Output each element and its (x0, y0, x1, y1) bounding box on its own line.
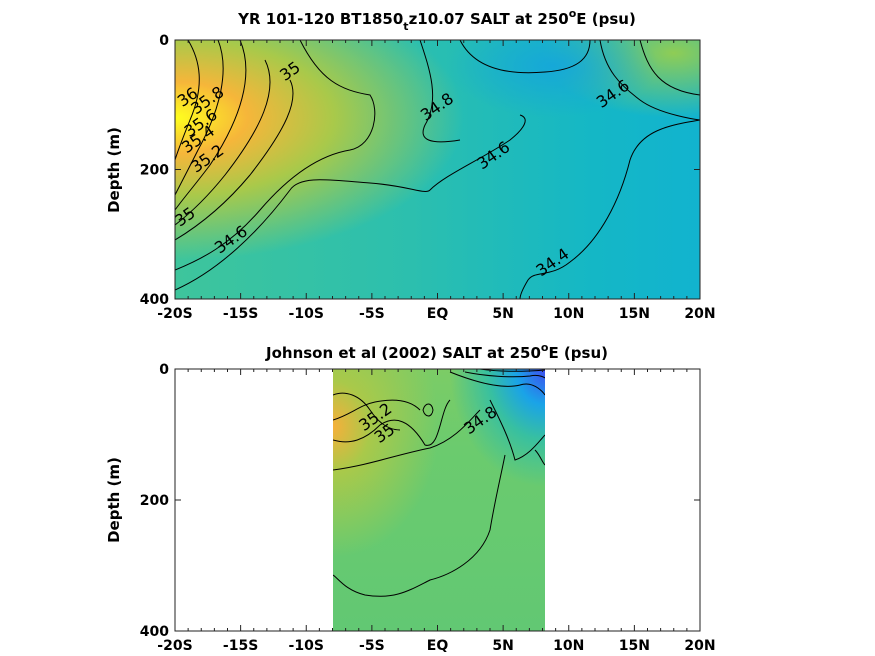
top-panel: YR 101-120 BT1850tz10.07 SALT at 250oE (… (105, 7, 716, 322)
x-tick-label: EQ (427, 638, 449, 654)
bottom-contour-line (479, 369, 545, 372)
top-contour-line (175, 40, 247, 211)
x-tick-label: 10N (553, 638, 584, 654)
x-tick-label: -20S (157, 638, 192, 654)
top-y-axis-label: Depth (m) (105, 127, 123, 213)
x-tick-label: 15N (619, 306, 650, 322)
y-tick-label: 200 (140, 163, 169, 179)
top-contour-line (599, 40, 700, 121)
bottom-contour-line (333, 409, 481, 471)
y-tick-label: 400 (140, 624, 169, 640)
top-contour-line (459, 40, 591, 74)
x-tick-label: 15N (619, 638, 650, 654)
top-contour-line (519, 119, 700, 299)
bottom-contour-line (534, 449, 545, 466)
x-tick-label: 20N (684, 638, 715, 654)
x-tick-label: 10N (553, 306, 584, 322)
top-contour-line (175, 114, 526, 291)
top-x-ticks: -20S -15S -10S -5S EQ 5N 10N 15N 20N (157, 40, 716, 322)
bottom-contour-line (333, 399, 421, 421)
bottom-contour-line (333, 454, 506, 597)
bottom-panel: Johnson et al (2002) SALT at 250oE (psu)… (105, 341, 716, 654)
top-contour-line (175, 79, 294, 241)
bottom-contour-line (449, 371, 545, 396)
y-tick-label: 200 (140, 493, 169, 509)
x-tick-label: -20S (157, 306, 192, 322)
x-tick-label: -10S (289, 306, 324, 322)
bottom-y-axis-label: Depth (m) (105, 457, 123, 543)
bottom-y-ticks: 0 200 400 (140, 362, 700, 640)
bottom-contour-lines (333, 369, 545, 597)
x-tick-label: 20N (684, 306, 715, 322)
y-tick-label: 0 (159, 362, 169, 378)
x-tick-label: EQ (427, 306, 449, 322)
x-tick-label: 5N (492, 638, 513, 654)
top-contour-line (175, 40, 200, 161)
top-contour-line (175, 40, 376, 271)
x-tick-label: -5S (359, 638, 385, 654)
y-tick-label: 0 (159, 33, 169, 49)
bottom-contour-line (333, 392, 401, 431)
bottom-contour-line (422, 403, 434, 417)
x-tick-label: -5S (359, 306, 385, 322)
bottom-x-ticks: -20S -15S -10S -5S EQ 5N 10N 15N 20N (157, 369, 716, 654)
bottom-contour-line (464, 371, 545, 379)
top-contour-lines (175, 40, 700, 299)
top-heatmap: 3635.835.635.435.2353534.834.634.634.634… (175, 40, 700, 299)
x-tick-label: -15S (223, 306, 258, 322)
x-tick-label: -15S (223, 638, 258, 654)
y-tick-label: 400 (140, 292, 169, 308)
top-y-ticks: 0 200 400 (140, 33, 700, 308)
top-title: YR 101-120 BT1850tz10.07 SALT at 250oE (… (237, 7, 636, 33)
bottom-heatmap: 35.235 34.8 (333, 369, 545, 631)
x-tick-label: -10S (289, 638, 324, 654)
top-contour-line (639, 40, 700, 96)
bottom-contour-line (489, 399, 545, 461)
top-contour-line (175, 40, 224, 196)
top-contour-line (175, 59, 271, 226)
x-tick-label: 5N (492, 306, 513, 322)
bottom-title: Johnson et al (2002) SALT at 250oE (psu) (265, 341, 608, 362)
top-contour-line (419, 40, 461, 143)
bottom-contour-line (333, 399, 451, 446)
